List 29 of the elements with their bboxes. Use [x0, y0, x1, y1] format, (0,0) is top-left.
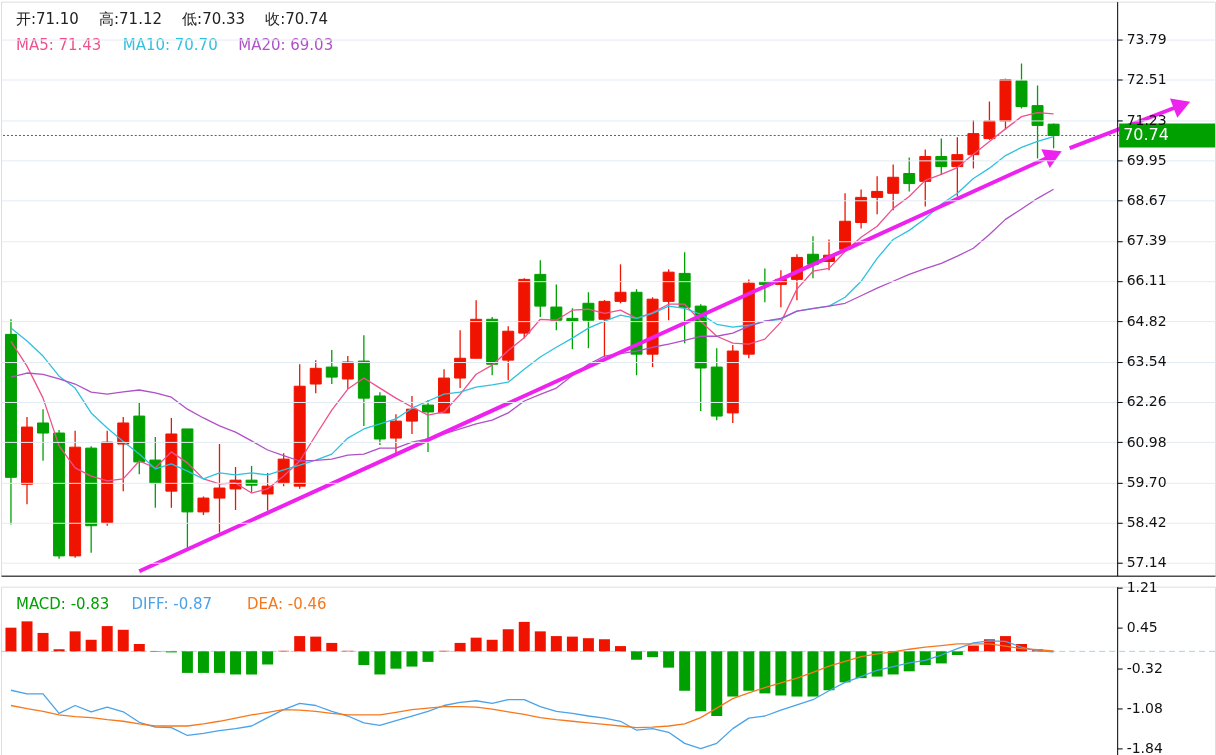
y-tick-label: 0.45: [1126, 619, 1158, 636]
y-tick-label: 68.67: [1126, 192, 1167, 209]
y-tick-label: -1.08: [1126, 699, 1163, 716]
text: MA20: 69.03: [238, 35, 334, 54]
y-tick-label: 73.79: [1126, 31, 1167, 48]
text: MA10: 70.70: [122, 35, 218, 54]
y-tick-label: 64.82: [1126, 312, 1167, 329]
y-tick-label: 72.51: [1126, 71, 1167, 88]
text: MA5: 71.43: [15, 35, 102, 54]
y-tick-label: 66.11: [1126, 272, 1167, 289]
ref-line-label: 70.74: [1123, 125, 1169, 145]
annotation: 开:71.10: [15, 9, 79, 28]
y-tick-label: -0.32: [1126, 659, 1163, 676]
annotation: 高:71.12: [99, 9, 162, 28]
y-tick-label: 67.39: [1126, 232, 1167, 249]
y-tick-label: 60.98: [1126, 433, 1167, 450]
annotation: 低:70.33: [182, 9, 246, 28]
y-tick-label: 63.54: [1126, 353, 1167, 370]
y-tick-label: 62.26: [1126, 393, 1167, 410]
text: DIFF: -0.87: [131, 594, 213, 613]
text: DEA: -0.46: [246, 594, 327, 613]
y-tick-label: 57.14: [1126, 554, 1167, 571]
y-tick-label: 58.42: [1126, 514, 1167, 531]
y-tick-label: -1.84: [1126, 739, 1163, 755]
series-label: MACD: -0.83: [15, 594, 110, 613]
y-tick-label: 1.21: [1126, 579, 1158, 596]
y-tick-label: 59.70: [1126, 473, 1167, 490]
annotation: 收:70.74: [265, 9, 329, 28]
y-tick-label: 69.95: [1126, 151, 1167, 168]
